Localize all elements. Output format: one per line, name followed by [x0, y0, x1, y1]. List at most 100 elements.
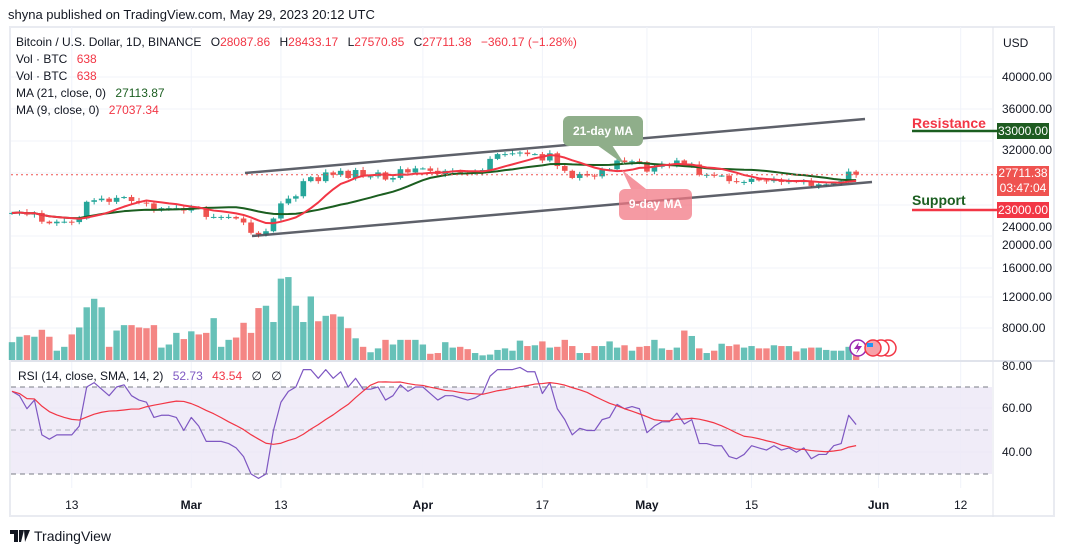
candle-body	[517, 152, 523, 154]
candle-body	[225, 216, 232, 218]
volume-bar	[808, 347, 815, 360]
volume-bar	[785, 346, 793, 360]
support-label[interactable]: Support	[912, 192, 966, 208]
volume-bar	[516, 340, 524, 360]
volume-label: Vol · BTC	[16, 52, 68, 66]
volume-legend-row[interactable]: Vol · BTC 638	[16, 68, 577, 85]
volume-bar	[419, 344, 427, 360]
symbol-title[interactable]: Bitcoin / U.S. Dollar, 1D, BINANCE	[16, 35, 202, 49]
candle-body	[748, 178, 755, 182]
volume-bar	[524, 346, 531, 360]
candle-body	[121, 197, 127, 199]
rsi-sma-value: 43.54	[212, 369, 243, 383]
volume-bar	[442, 342, 449, 360]
volume-bar	[778, 346, 785, 360]
volume-bar	[255, 308, 262, 360]
volume-bar	[344, 328, 352, 360]
volume-bar	[561, 339, 568, 360]
candle-body	[763, 180, 770, 182]
volume-bar	[763, 348, 770, 360]
volume-label: Vol · BTC	[16, 69, 68, 83]
volume-bar	[509, 350, 516, 360]
volume-bar	[270, 322, 277, 360]
event-icons[interactable]	[849, 339, 897, 357]
currency-label[interactable]: USD	[1003, 36, 1029, 50]
rsi-value: 52.73	[172, 369, 203, 383]
candle-body	[815, 184, 822, 186]
candle-body	[315, 177, 322, 182]
rsi-empty-value: ∅	[271, 369, 282, 383]
ma21-legend-row[interactable]: MA (21, close, 0) 27113.87	[16, 85, 577, 102]
candle-body	[502, 154, 508, 156]
volume-bar	[382, 339, 389, 360]
volume-bar	[240, 322, 247, 360]
ma9-legend-row[interactable]: MA (9, close, 0) 27037.34	[16, 102, 577, 119]
volume-bar	[337, 316, 344, 360]
volume-legend-row[interactable]: Vol · BTC 638	[16, 51, 577, 68]
candle-body	[91, 200, 97, 202]
candle-body	[54, 221, 60, 224]
upper-trendline[interactable]	[244, 117, 866, 175]
rsi-sma-line	[11, 381, 857, 453]
date-axis-label: 13	[274, 498, 288, 512]
candle-body	[218, 216, 224, 218]
volume-bar	[666, 349, 673, 360]
date-axis-label: May	[635, 498, 659, 512]
candle-body	[703, 174, 710, 176]
candle-body	[756, 178, 762, 181]
volume-bar	[83, 307, 90, 360]
candle-body	[76, 218, 83, 223]
volume-bar	[277, 278, 285, 360]
volume-bar	[76, 327, 83, 360]
volume-bar	[412, 339, 419, 360]
volume-bar	[225, 339, 232, 360]
ma9-annotation[interactable]: 9-day MA	[619, 189, 692, 220]
candle-body	[46, 221, 53, 224]
rsi-legend[interactable]: RSI (14, close, SMA, 14, 2) 52.73 43.54 …	[18, 369, 282, 383]
candle-body	[726, 175, 732, 182]
rsi-axis-label: 60.00	[1002, 401, 1033, 415]
ma21-annotation[interactable]: 21-day MA	[563, 116, 643, 146]
publisher-line: shyna published on TradingView.com, May …	[8, 7, 375, 22]
volume-bar	[128, 325, 135, 360]
volume-bars	[8, 277, 860, 360]
volume-bar	[621, 345, 628, 360]
volume-bar	[718, 343, 725, 360]
volume-bar	[740, 347, 748, 360]
candle-body	[509, 153, 516, 155]
ma9-value: 27037.34	[108, 103, 159, 117]
candle-body	[39, 212, 45, 222]
volume-bar	[733, 344, 740, 360]
candle-body	[98, 198, 105, 201]
us-flag-event-icon[interactable]	[864, 339, 882, 357]
resistance-label[interactable]: Resistance	[912, 115, 986, 131]
candle-body	[113, 197, 120, 202]
high-label: H	[279, 35, 289, 49]
volume-bar	[494, 349, 501, 360]
candle-body	[741, 181, 747, 183]
price-axis-label: 36000.00	[1002, 102, 1053, 116]
resistance-price-badge: 33000.00	[997, 123, 1049, 139]
rsi-label: RSI (14, close, SMA, 14, 2)	[18, 369, 164, 383]
volume-bar	[427, 353, 434, 360]
rsi-line	[11, 366, 857, 479]
volume-bar	[232, 337, 240, 360]
volume-bar	[673, 347, 681, 360]
volume-bar	[770, 345, 778, 360]
volume-bar	[90, 298, 98, 360]
candle-body	[718, 175, 725, 177]
symbol-row: Bitcoin / U.S. Dollar, 1D, BINANCE O2808…	[16, 34, 577, 51]
volume-bar	[643, 346, 651, 360]
price-axis-label: 16000.00	[1002, 261, 1053, 275]
candle-body	[233, 216, 239, 219]
volume-bar	[800, 348, 808, 360]
date-axis-label: 13	[65, 498, 79, 512]
volume-bar	[53, 350, 61, 360]
tradingview-logo[interactable]: TradingView	[10, 528, 111, 544]
ma21-callout-pointer	[597, 145, 625, 165]
volume-bar	[449, 347, 456, 360]
candle-body	[412, 168, 419, 173]
volume-bar	[748, 346, 755, 360]
lower-trendline[interactable]	[251, 180, 873, 238]
